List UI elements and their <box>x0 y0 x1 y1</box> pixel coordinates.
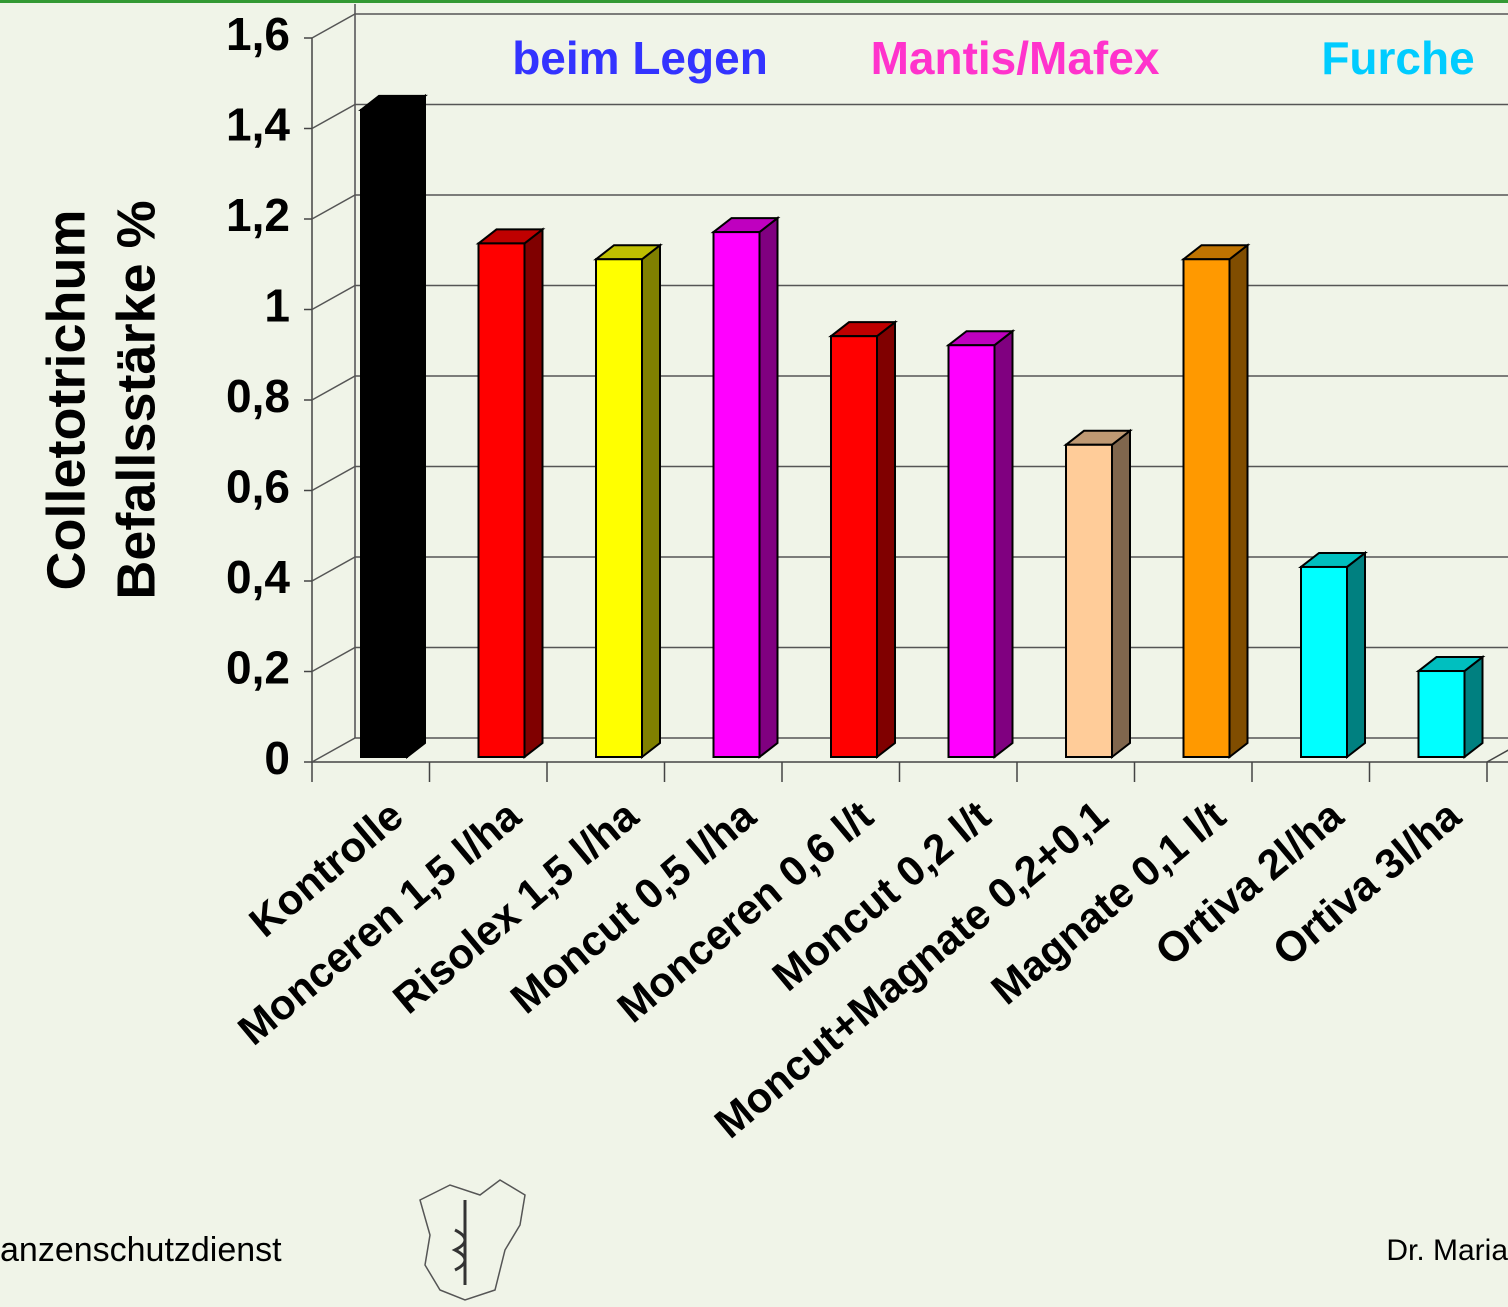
footer-left: anzenschutzdienst <box>0 1231 282 1269</box>
y-tick-label: 0 <box>264 732 290 784</box>
bar <box>1300 565 1348 759</box>
bar-side <box>641 243 661 760</box>
y-tick-label: 0,8 <box>226 370 290 422</box>
y-tick-label: 1,2 <box>226 189 290 241</box>
y-tick-label: 0,4 <box>226 551 290 603</box>
bar-side <box>523 227 544 760</box>
bar <box>360 108 408 759</box>
annotation: Mantis/Mafex <box>871 32 1160 84</box>
bar-side <box>1111 428 1131 760</box>
bar <box>1065 443 1113 758</box>
bar-side <box>758 216 779 760</box>
y-axis-label: Befallsstärke % <box>106 200 166 599</box>
bar <box>712 231 761 759</box>
y-axis-label: Colletotrichum <box>36 209 96 590</box>
y-tick-label: 1 <box>264 280 290 332</box>
bar-side <box>406 93 426 760</box>
y-tick-label: 1,6 <box>226 8 290 60</box>
y-tick-label: 1,4 <box>226 99 290 151</box>
annotation: Furche <box>1321 32 1474 84</box>
bar <box>595 258 643 758</box>
y-tick-label: 0,2 <box>226 642 290 694</box>
bar <box>830 335 878 758</box>
bar-side <box>876 320 896 760</box>
bar <box>1417 670 1466 759</box>
top-border <box>0 0 1508 3</box>
y-tick-label: 0,6 <box>226 461 290 513</box>
floor-right <box>1486 749 1508 763</box>
bar <box>1182 258 1231 758</box>
grid-line <box>311 13 1508 39</box>
bar-side <box>1228 243 1249 760</box>
bar-side <box>1346 550 1366 760</box>
bar-side <box>1463 654 1484 760</box>
grid-line <box>311 103 1508 130</box>
bar-side <box>993 329 1014 760</box>
bar <box>477 242 526 759</box>
bar <box>947 344 996 758</box>
logo <box>419 1179 526 1301</box>
footer-right: Dr. Maria <box>1386 1234 1508 1267</box>
grid-line <box>311 375 1508 401</box>
grid-line <box>311 194 1508 220</box>
annotation: beim Legen <box>512 32 768 84</box>
grid-line <box>311 284 1508 311</box>
